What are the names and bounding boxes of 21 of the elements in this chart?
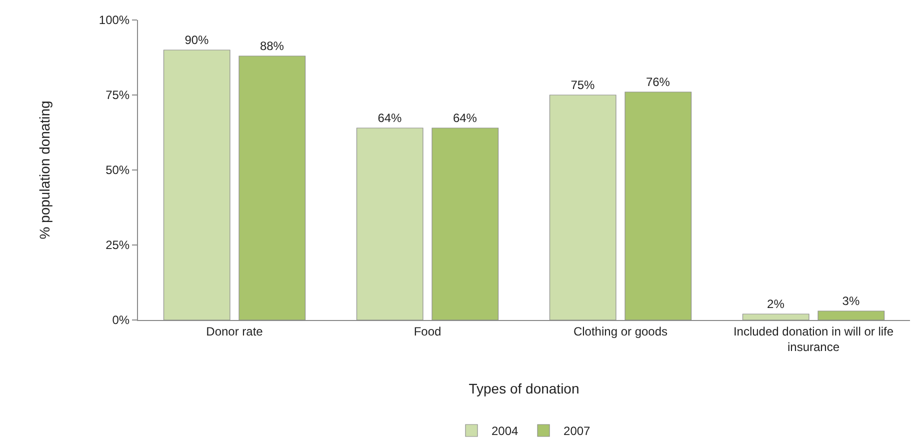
data-label: 64%: [452, 111, 478, 125]
y-tick-label: 25%: [106, 238, 130, 252]
data-label: 3%: [842, 294, 860, 308]
data-label: 2%: [767, 297, 785, 311]
y-tick-label: 100%: [98, 13, 130, 28]
data-label: 64%: [378, 111, 402, 125]
legend-label: 2007: [564, 424, 591, 438]
y-axis-title: % population donating: [36, 100, 52, 240]
x-tick-label: Food: [414, 324, 442, 338]
x-tick-label: Clothing or goods: [573, 324, 668, 338]
legend-label: 2004: [492, 424, 519, 438]
data-label: 90%: [184, 33, 210, 47]
y-tick-label: 50%: [106, 163, 130, 178]
x-axis-title: Types of donation: [468, 380, 580, 396]
data-label: 88%: [260, 39, 284, 53]
data-label: 76%: [646, 75, 670, 89]
y-tick-label: 0%: [112, 313, 130, 328]
y-tick-label: 75%: [106, 88, 130, 102]
data-label: 75%: [570, 78, 596, 92]
x-tick-label: Donor rate: [206, 324, 264, 338]
x-tick-label: Included donation in will or life insurance: [733, 324, 894, 354]
